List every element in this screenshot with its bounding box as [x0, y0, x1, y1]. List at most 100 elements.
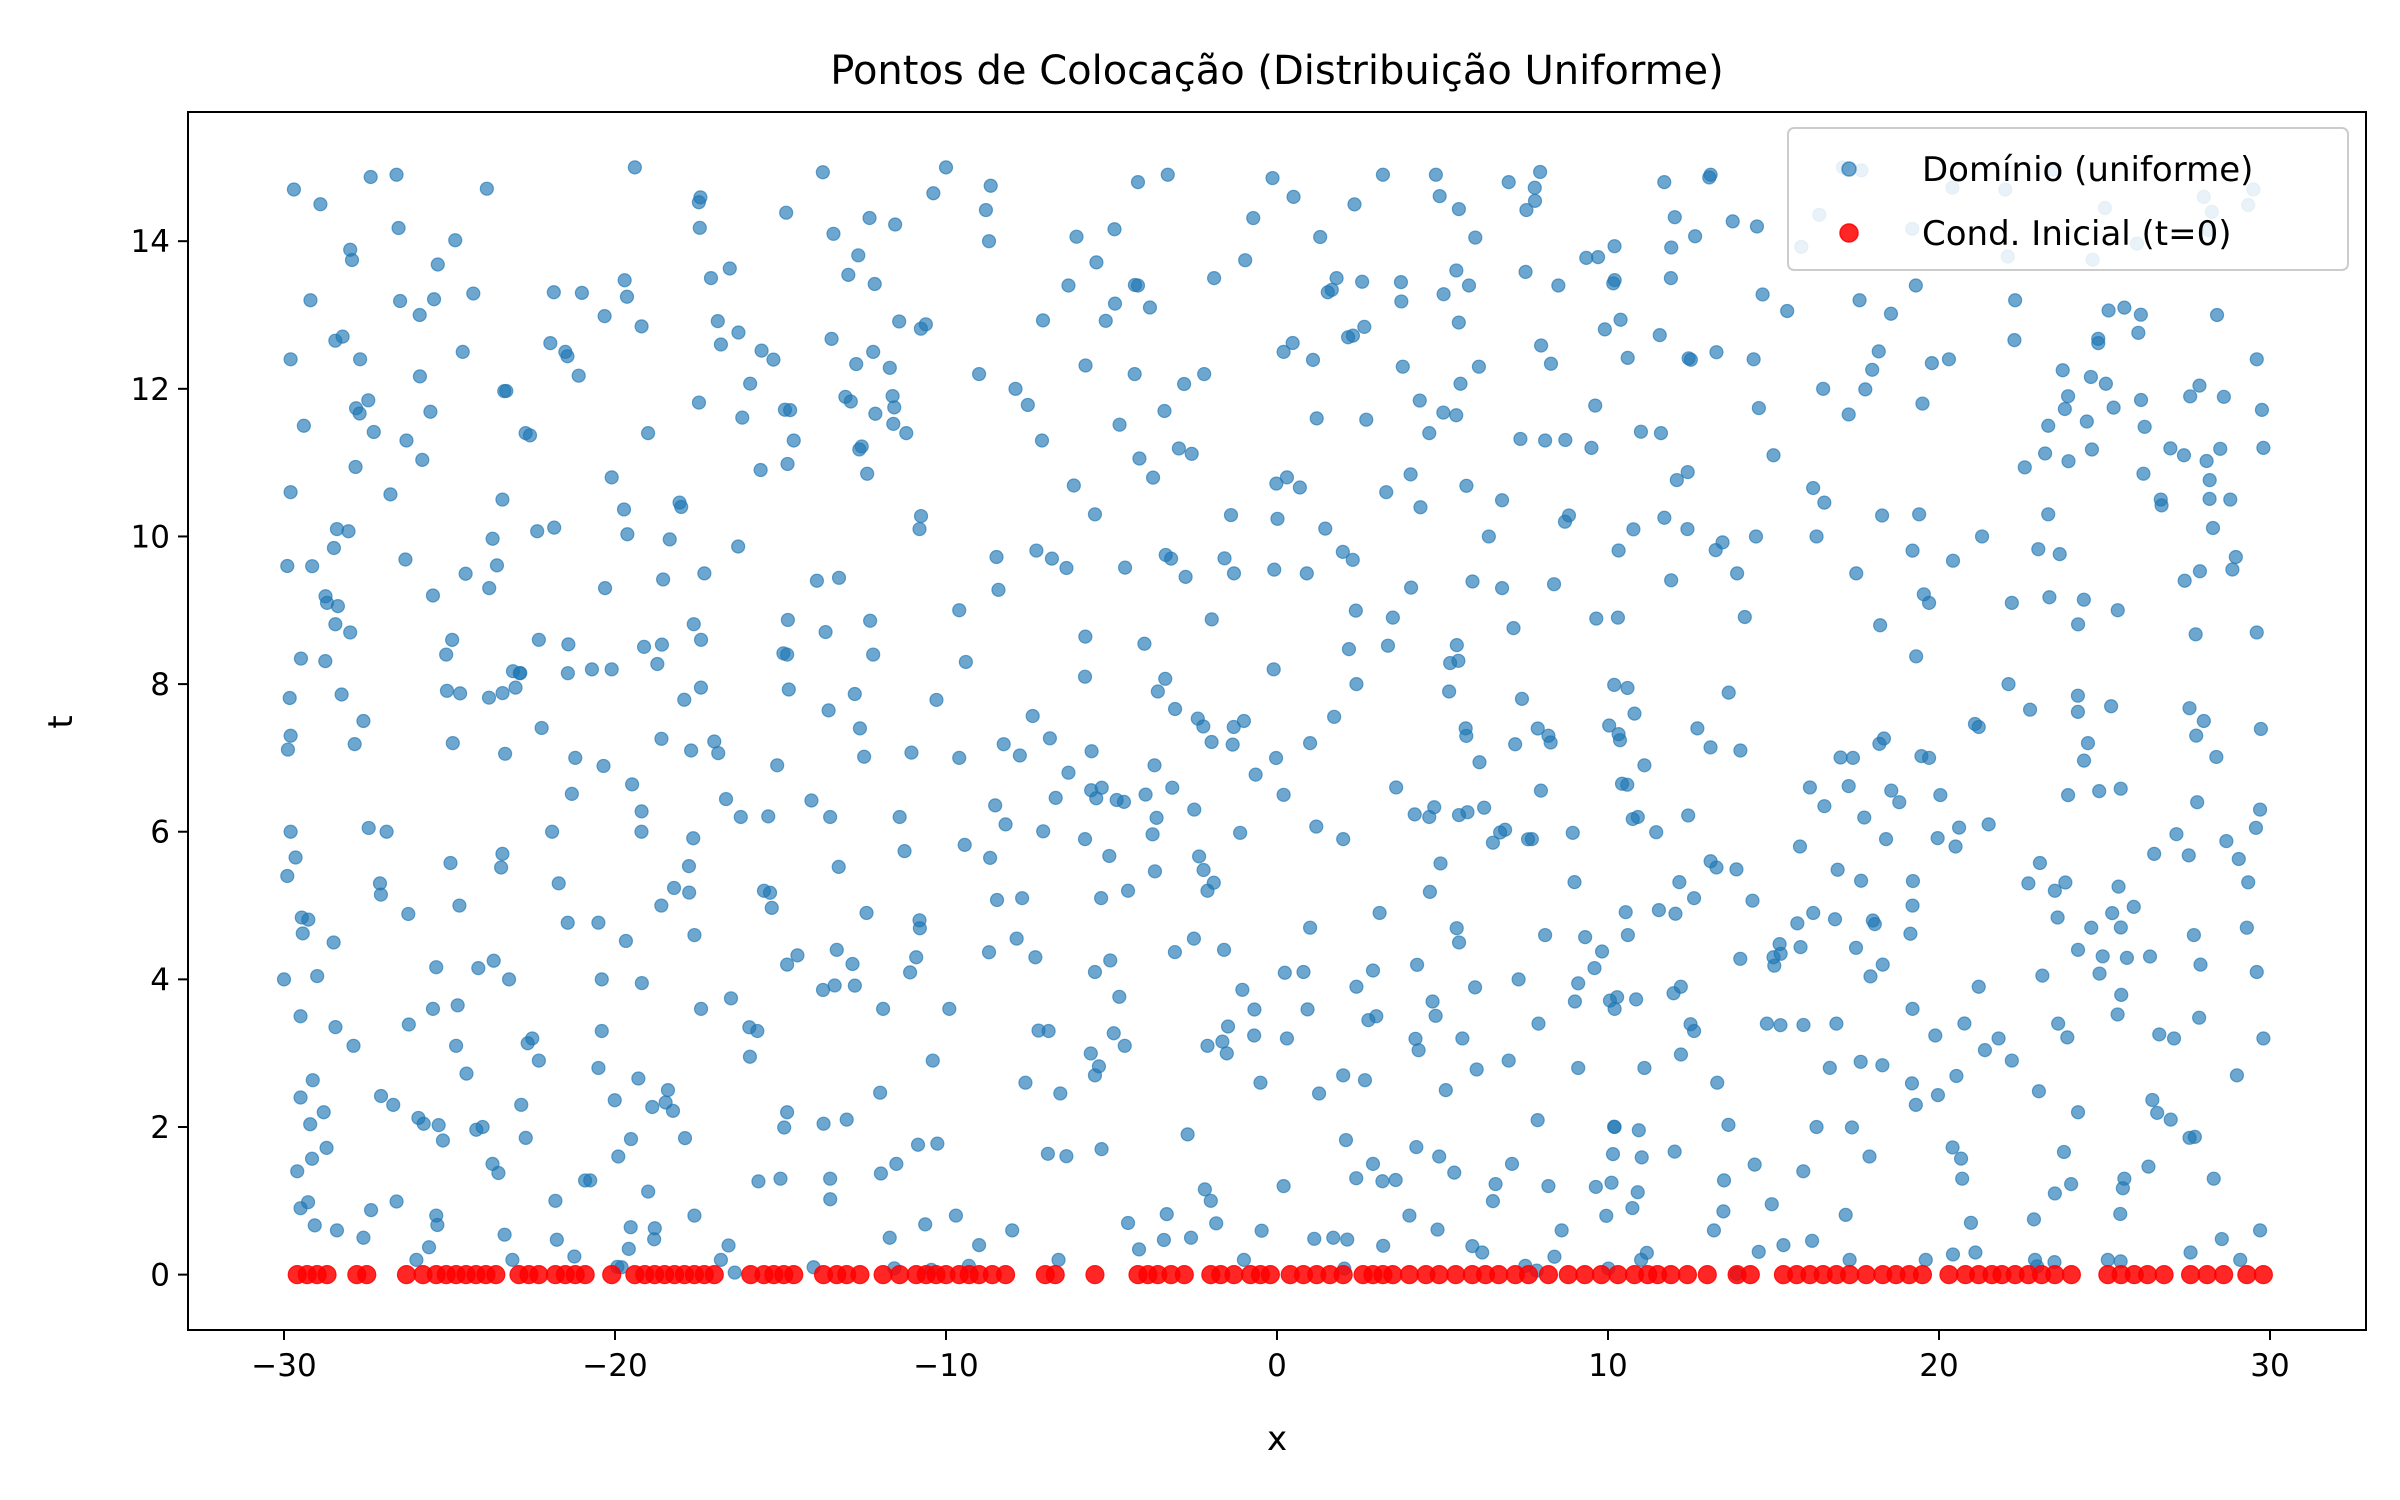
domain-point	[618, 933, 634, 949]
domain-point	[1393, 275, 1409, 290]
domain-point	[1764, 1197, 1779, 1212]
domain-point	[1132, 451, 1147, 466]
domain-point	[1875, 957, 1890, 972]
domain-point	[773, 1171, 788, 1186]
domain-point	[1296, 964, 1311, 980]
domain-point	[1432, 1149, 1447, 1164]
domain-point	[1612, 733, 1628, 748]
domain-point	[886, 416, 901, 431]
domain-point	[1217, 551, 1232, 566]
domain-point	[280, 868, 295, 884]
domain-point	[1916, 587, 1931, 602]
domain-point	[686, 617, 701, 632]
domain-point	[2163, 1112, 2178, 1127]
domain-point	[804, 793, 819, 808]
domain-point	[847, 686, 862, 702]
domain-point	[868, 406, 883, 421]
initial-condition-point	[1591, 1265, 1611, 1285]
domain-point	[1061, 278, 1076, 293]
domain-point	[1116, 794, 1132, 809]
domain-point	[501, 972, 517, 987]
domain-point	[989, 549, 1004, 565]
domain-point	[330, 599, 346, 614]
domain-point	[568, 750, 583, 766]
x-tick-label: 30	[2250, 1348, 2289, 1384]
domain-point	[2186, 927, 2201, 943]
domain-point	[326, 540, 342, 556]
domain-point	[1357, 319, 1372, 335]
domain-point	[1865, 362, 1880, 377]
domain-point	[1380, 638, 1396, 653]
domain-point	[1838, 1207, 1853, 1222]
initial-condition-point	[2237, 1265, 2257, 1285]
initial-condition-point	[1224, 1265, 1244, 1285]
domain-point	[450, 998, 465, 1013]
domain-point	[1059, 1149, 1074, 1164]
domain-point	[1702, 170, 1717, 185]
initial-condition-point	[1740, 1265, 1760, 1285]
domain-point	[398, 552, 413, 567]
domain-point	[816, 1116, 831, 1131]
domain-point	[1094, 780, 1109, 795]
domain-point	[929, 692, 944, 708]
domain-point	[1605, 1147, 1621, 1162]
domain-point	[1571, 1060, 1586, 1076]
domain-point	[845, 956, 860, 972]
domain-point	[1905, 898, 1920, 913]
domain-point	[567, 1249, 582, 1264]
domain-point	[1407, 807, 1422, 822]
domain-point	[1078, 629, 1093, 644]
domain-point	[1680, 521, 1695, 537]
domain-point	[780, 456, 795, 472]
domain-point	[640, 426, 656, 441]
domain-point	[1912, 507, 1927, 522]
domain-point	[780, 612, 795, 628]
domain-point	[2092, 966, 2107, 981]
domain-point	[723, 991, 739, 1006]
domain-point	[1853, 873, 1869, 888]
domain-point	[1165, 780, 1180, 795]
domain-point	[1461, 278, 1477, 293]
domain-point	[958, 654, 973, 670]
domain-point	[293, 1009, 308, 1024]
domain-point	[1087, 964, 1103, 980]
domain-point	[1949, 1068, 1964, 1084]
domain-point	[1485, 1194, 1501, 1209]
initial-condition-point	[2214, 1265, 2234, 1285]
domain-point	[1637, 758, 1652, 773]
x-tick-label: −20	[582, 1348, 647, 1384]
domain-point	[1751, 1244, 1766, 1259]
domain-point	[662, 532, 677, 547]
domain-point	[1599, 1208, 1614, 1223]
domain-point	[1876, 731, 1892, 746]
domain-point	[1878, 832, 1894, 847]
domain-point	[1117, 1038, 1132, 1053]
y-tick-label: 14	[131, 224, 170, 260]
domain-point	[1604, 1175, 1619, 1190]
domain-point	[1538, 927, 1553, 943]
domain-point	[1610, 610, 1626, 625]
domain-point	[1667, 210, 1682, 225]
domain-point	[863, 613, 878, 628]
domain-point	[453, 686, 468, 701]
domain-point	[1533, 783, 1549, 798]
y-tick-label: 6	[150, 815, 170, 851]
domain-point	[2137, 419, 2152, 434]
domain-point	[1773, 946, 1788, 961]
initial-condition-point	[995, 1265, 1016, 1285]
domain-point	[1822, 1060, 1837, 1076]
domain-point	[577, 1173, 593, 1188]
domain-point	[983, 850, 998, 865]
domain-point	[2070, 1105, 2086, 1120]
domain-point	[2150, 1105, 2165, 1120]
domain-point	[1197, 1182, 1212, 1197]
domain-point	[1285, 335, 1300, 351]
initial-condition-point	[2045, 1265, 2065, 1285]
domain-point	[1618, 905, 1633, 920]
domain-point	[786, 433, 801, 448]
domain-point	[1223, 507, 1239, 523]
domain-point	[1300, 1002, 1315, 1017]
domain-point	[494, 860, 509, 875]
domain-point	[727, 1265, 742, 1280]
domain-point	[1402, 1208, 1417, 1223]
